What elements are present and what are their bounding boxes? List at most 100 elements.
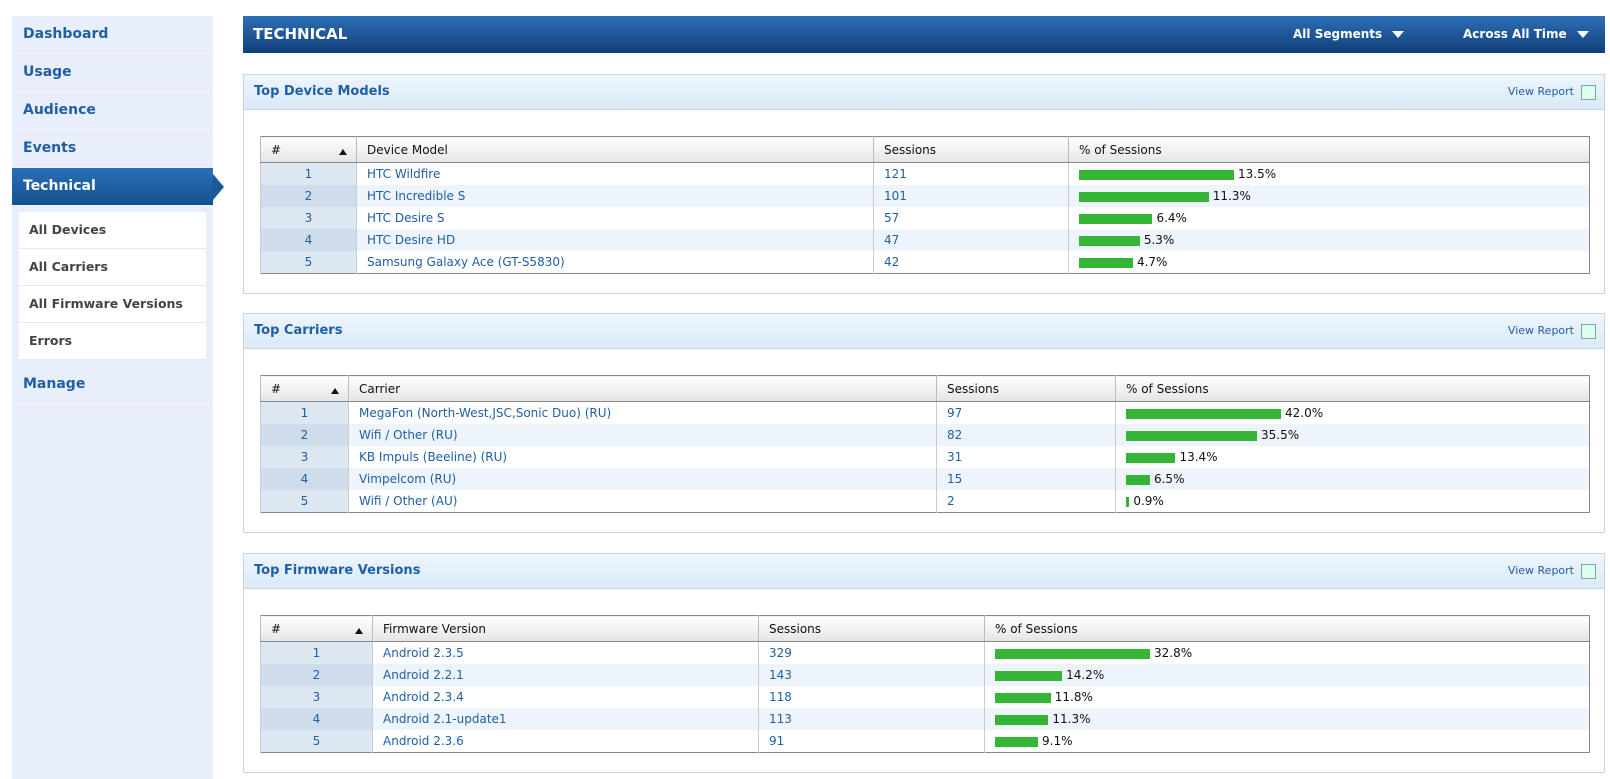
pct-cell: 9.1% xyxy=(984,730,1590,753)
nav-item[interactable]: Audience xyxy=(12,92,213,130)
pct-cell: 6.4% xyxy=(1068,207,1590,229)
name-link[interactable]: Android 2.2.1 xyxy=(372,664,759,686)
header-row: # Firmware Version Sessions% of Sessions xyxy=(260,615,1590,642)
view-report-link[interactable]: View Report xyxy=(1507,85,1574,98)
name-link[interactable]: HTC Wildfire xyxy=(356,162,874,185)
sessions: 101 xyxy=(873,185,1069,207)
column-header[interactable]: # xyxy=(260,375,349,402)
name-link[interactable]: Wifi / Other (AU) xyxy=(348,490,937,513)
sub-nav-item[interactable]: All Firmware Versions xyxy=(19,286,206,323)
pct-label: 14.2% xyxy=(1066,668,1105,682)
sub-nav-item[interactable]: All Devices xyxy=(19,212,206,249)
pct-label: 11.3% xyxy=(1052,712,1091,726)
sessions: 2 xyxy=(936,490,1116,513)
sessions: 91 xyxy=(758,730,985,753)
table-row: 2 Android 2.2.1 143 14.2% xyxy=(260,664,1590,686)
pct-bar xyxy=(1126,496,1130,507)
rank: 5 xyxy=(260,730,373,753)
table-row: 3 HTC Desire S 57 6.4% xyxy=(260,207,1590,229)
pct-cell: 11.3% xyxy=(984,708,1590,730)
sessions: 329 xyxy=(758,641,985,664)
rank: 5 xyxy=(260,490,349,513)
column-header[interactable]: Carrier xyxy=(348,375,937,402)
panel: Top Carriers View Report # Carrier Sessions%… xyxy=(243,313,1605,533)
report-icon[interactable] xyxy=(1581,564,1596,579)
column-header[interactable]: Device Model xyxy=(356,136,874,163)
column-header[interactable]: % of Sessions xyxy=(1068,136,1590,163)
pct-cell: 42.0% xyxy=(1115,401,1590,424)
sessions: 57 xyxy=(873,207,1069,229)
name-link[interactable]: HTC Incredible S xyxy=(356,185,874,207)
name-link[interactable]: Android 2.3.5 xyxy=(372,641,759,664)
pct-label: 32.8% xyxy=(1154,646,1193,660)
panel-title: Top Firmware Versions xyxy=(254,563,421,578)
name-link[interactable]: KB Impuls (Beeline) (RU) xyxy=(348,446,937,468)
sub-nav-item[interactable]: Errors xyxy=(19,323,206,360)
table-row: 2 Wifi / Other (RU) 82 35.5% xyxy=(260,424,1590,446)
pct-label: 6.5% xyxy=(1153,472,1185,486)
pct-bar xyxy=(1079,169,1234,180)
pct-cell: 4.7% xyxy=(1068,251,1590,274)
nav-item[interactable]: Manage xyxy=(12,366,213,404)
column-header[interactable]: # xyxy=(260,615,373,642)
pct-cell: 0.9% xyxy=(1115,490,1590,513)
table-row: 3 Android 2.3.4 118 11.8% xyxy=(260,686,1590,708)
pct-cell: 5.3% xyxy=(1068,229,1590,251)
time-dropdown[interactable]: Across All Time xyxy=(1463,16,1589,53)
segment-dropdown[interactable]: All Segments xyxy=(1293,16,1404,53)
nav-item[interactable]: Dashboard xyxy=(12,16,213,54)
column-header[interactable]: Sessions xyxy=(936,375,1116,402)
header-row: # Carrier Sessions% of Sessions xyxy=(260,375,1590,402)
name-link[interactable]: Android 2.3.6 xyxy=(372,730,759,753)
sidebar: Dashboard Usage Audience Events Technical All… xyxy=(12,16,224,779)
name-link[interactable]: Android 2.3.4 xyxy=(372,686,759,708)
name-link[interactable]: Vimpelcom (RU) xyxy=(348,468,937,490)
name-link[interactable]: Android 2.1-update1 xyxy=(372,708,759,730)
pct-bar xyxy=(1126,474,1150,485)
name-link[interactable]: MegaFon (North-West,JSC,Sonic Duo) (RU) xyxy=(348,401,937,424)
pct-cell: 6.5% xyxy=(1115,468,1590,490)
table-row: 5 Samsung Galaxy Ace (GT-S5830) 42 4.7% xyxy=(260,251,1590,274)
section-header: TECHNICAL All Segments Across All Time xyxy=(243,16,1605,53)
column-header[interactable]: % of Sessions xyxy=(984,615,1590,642)
report-icon[interactable] xyxy=(1581,85,1596,100)
view-report-link[interactable]: View Report xyxy=(1507,324,1574,337)
pct-label: 4.7% xyxy=(1136,255,1168,269)
sub-nav-item[interactable]: All Carriers xyxy=(19,249,206,286)
pct-bar xyxy=(995,670,1063,681)
name-link[interactable]: HTC Desire HD xyxy=(356,229,874,251)
pct-label: 9.1% xyxy=(1042,734,1073,748)
pct-bar xyxy=(1079,235,1140,246)
sessions: 47 xyxy=(873,229,1069,251)
pct-label: 11.3% xyxy=(1212,189,1251,203)
column-header[interactable]: Sessions xyxy=(758,615,985,642)
table-row: 4 Android 2.1-update1 113 11.3% xyxy=(260,708,1590,730)
table-row: 4 Vimpelcom (RU) 15 6.5% xyxy=(260,468,1590,490)
column-header[interactable]: Firmware Version xyxy=(372,615,759,642)
name-link[interactable]: Samsung Galaxy Ace (GT-S5830) xyxy=(356,251,874,274)
pct-cell: 32.8% xyxy=(984,641,1590,664)
pct-bar xyxy=(1079,257,1133,268)
nav-item[interactable]: Usage xyxy=(12,54,213,92)
view-report-link[interactable]: View Report xyxy=(1507,564,1574,577)
pct-cell: 35.5% xyxy=(1115,424,1590,446)
nav-item[interactable]: Technical xyxy=(12,168,224,206)
rank: 5 xyxy=(260,251,357,274)
name-link[interactable]: HTC Desire S xyxy=(356,207,874,229)
pct-bar xyxy=(1126,408,1281,419)
data-table: # Device Model Sessions% of Sessions 1 HTC W… xyxy=(260,136,1590,274)
rank: 3 xyxy=(260,686,373,708)
column-header[interactable]: # xyxy=(260,136,357,163)
sessions: 31 xyxy=(936,446,1116,468)
pct-bar xyxy=(995,692,1051,703)
rank: 4 xyxy=(260,708,373,730)
pct-bar xyxy=(995,648,1150,659)
name-link[interactable]: Wifi / Other (RU) xyxy=(348,424,937,446)
column-header[interactable]: % of Sessions xyxy=(1115,375,1590,402)
rank: 4 xyxy=(260,229,357,251)
pct-label: 5.3% xyxy=(1143,233,1175,247)
nav-item[interactable]: Events xyxy=(12,130,213,168)
column-header[interactable]: Sessions xyxy=(873,136,1069,163)
report-icon[interactable] xyxy=(1581,324,1596,339)
